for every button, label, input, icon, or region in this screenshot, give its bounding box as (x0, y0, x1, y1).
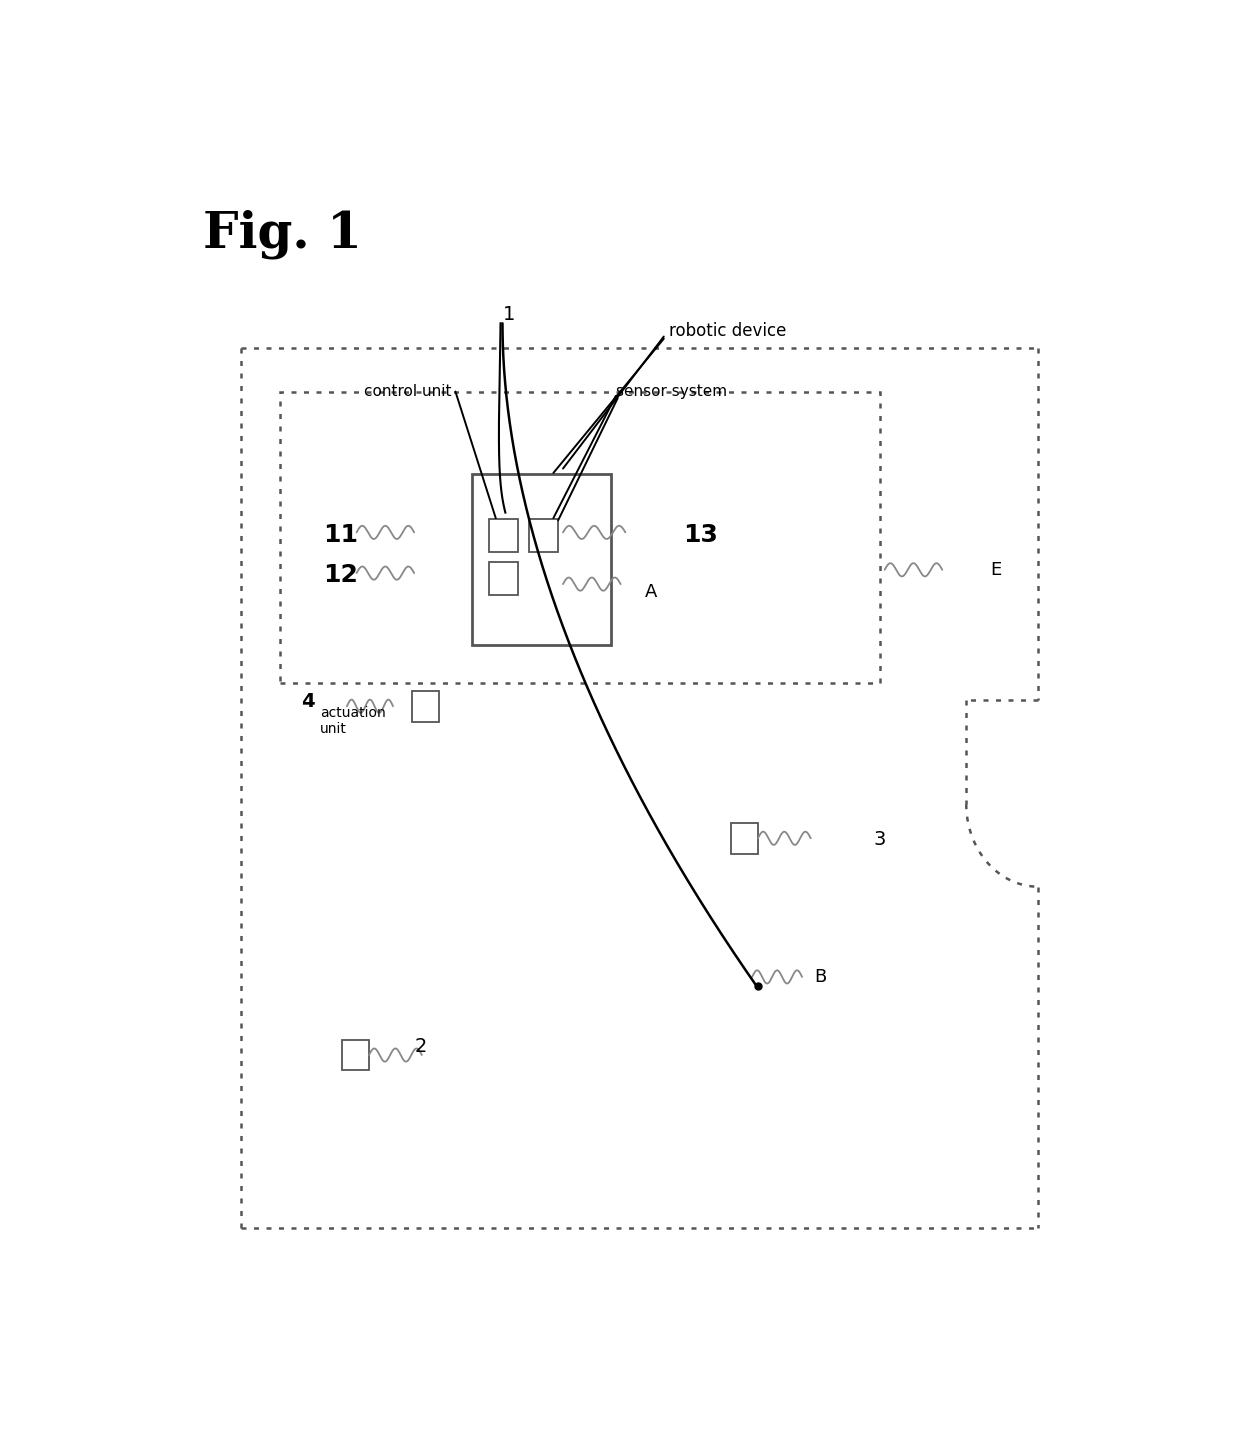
Text: B: B (814, 967, 826, 986)
Bar (529, 519, 559, 552)
Bar (472, 474, 611, 644)
Text: 2: 2 (414, 1037, 426, 1056)
Bar (489, 562, 518, 594)
Text: sensor system: sensor system (616, 384, 727, 399)
Text: 1: 1 (503, 304, 515, 324)
Text: 4: 4 (301, 692, 315, 712)
Text: 11: 11 (323, 523, 358, 546)
Text: 12: 12 (323, 563, 358, 587)
Text: actuation
unit: actuation unit (320, 706, 385, 736)
Bar (731, 823, 758, 853)
Bar (280, 392, 880, 683)
Bar (342, 1040, 369, 1070)
Bar (413, 690, 439, 722)
Text: 3: 3 (873, 830, 886, 849)
Text: E: E (990, 560, 1001, 579)
Text: Fig. 1: Fig. 1 (203, 210, 362, 260)
Text: control unit: control unit (364, 384, 452, 399)
Text: A: A (644, 583, 657, 600)
Text: 13: 13 (683, 523, 717, 546)
Text: robotic device: robotic device (669, 322, 786, 340)
Bar (489, 519, 518, 552)
